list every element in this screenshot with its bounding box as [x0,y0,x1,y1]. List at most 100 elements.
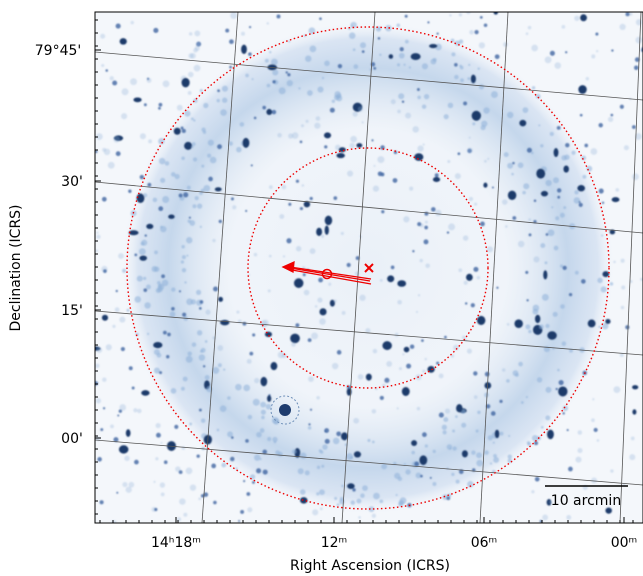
source [319,17,322,21]
emission [340,231,344,236]
source [119,38,127,45]
source [483,23,488,28]
source [262,105,267,110]
emission [341,311,346,315]
emission [540,144,544,148]
grid-line [95,51,643,101]
source [250,164,253,167]
emission [602,322,609,330]
source [605,318,611,324]
source [267,395,272,402]
emission [577,448,583,454]
emission [191,142,196,147]
emission [179,498,186,505]
emission [449,14,452,17]
emission [319,318,326,325]
emission [402,353,405,356]
emission [430,58,437,65]
source [153,342,163,349]
emission [100,33,106,39]
emission [591,54,596,59]
emission [191,117,194,121]
emission [216,98,220,103]
emission [191,145,194,149]
source [568,292,573,297]
source [183,192,189,198]
source [260,376,268,387]
source [213,500,217,505]
source [577,185,586,192]
emission [196,289,202,295]
emission [122,482,128,488]
emission [259,428,265,433]
emission [356,498,362,504]
source [436,32,439,35]
emission [187,219,191,223]
emission [328,282,332,286]
emission [522,190,526,195]
emission [175,466,181,472]
emission [358,516,361,519]
emission [259,457,262,461]
x-tick-label: 12ᵐ [321,535,348,551]
emission [171,287,176,292]
emission [635,133,642,140]
source [167,332,171,337]
emission [298,87,301,90]
source [404,14,408,18]
source [316,227,323,236]
emission [371,440,375,444]
emission [596,50,599,53]
source [568,466,573,472]
emission [105,344,112,351]
emission [452,429,456,433]
source [116,491,119,494]
emission [155,422,161,429]
emission [221,85,229,92]
emission [607,116,614,122]
source [131,386,135,390]
source [128,366,133,371]
emission [160,492,165,497]
emission [223,368,226,371]
emission [547,229,555,237]
source [423,239,429,245]
source [392,178,398,183]
source [309,196,313,201]
emission [415,310,419,314]
emission [468,136,471,139]
emission [361,121,364,124]
source [401,387,410,396]
source [557,195,561,199]
emission [525,324,531,330]
emission [118,253,124,259]
emission [417,95,421,100]
emission [169,311,176,318]
emission [350,21,357,29]
emission [232,205,237,210]
source [512,161,515,165]
emission [272,436,278,443]
emission [95,133,103,140]
emission [467,77,471,81]
source [300,497,308,504]
emission [539,324,544,330]
emission [189,484,197,491]
emission [139,133,146,140]
source [414,461,420,467]
emission [394,332,399,337]
source [245,209,248,213]
emission [159,482,166,488]
emission [201,127,206,132]
emission [527,442,531,447]
emission [281,184,287,190]
source [438,412,444,418]
emission [492,441,495,444]
source [580,14,587,22]
emission [147,332,150,336]
emission [397,299,402,305]
emission [137,408,142,414]
emission [501,368,506,372]
emission [544,261,548,265]
emission [545,179,552,187]
